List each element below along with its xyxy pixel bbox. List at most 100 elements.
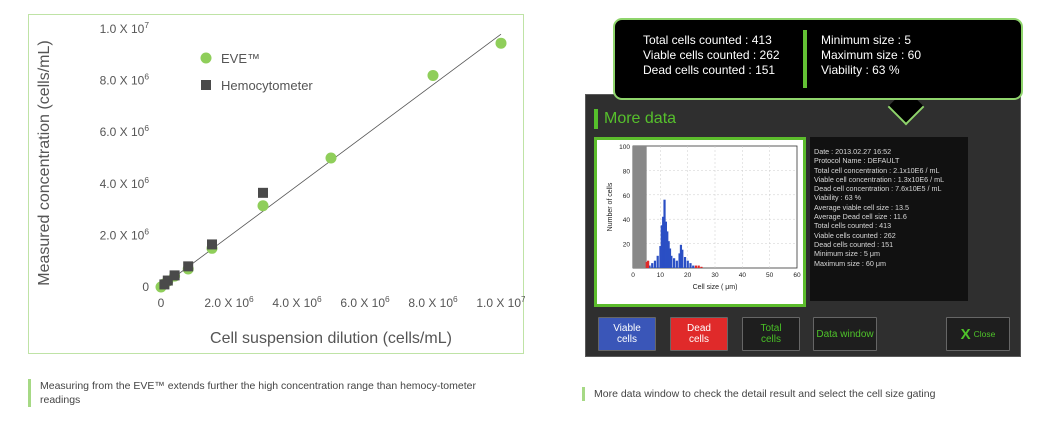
tooltip-counts: Total cells counted : 413 Viable cells c… <box>643 33 780 78</box>
hist-y-tick: 100 <box>619 144 630 151</box>
close-label: Close <box>973 328 996 339</box>
x-tick-label: 4.0 X 106 <box>272 294 322 310</box>
hist-x-title: Cell size ( μm) <box>693 284 738 291</box>
viable-bar <box>660 225 663 268</box>
viable-bar <box>692 265 695 268</box>
total-cells-label-1: Total <box>760 323 782 334</box>
x-axis-title: Cell suspension dilution (cells/mL) <box>210 330 452 347</box>
eve-point <box>427 69 439 81</box>
viable-bar <box>653 260 657 268</box>
hist-x-tick: 0 <box>631 272 635 279</box>
x-tick-label: 2.0 X 106 <box>204 294 254 310</box>
viable-bar <box>670 255 673 268</box>
gated-region <box>633 146 647 268</box>
info-line: Maximum size : 60 μm <box>814 258 887 268</box>
hist-y-tick: 20 <box>623 242 631 249</box>
y-tick-label: 1.0 X 107 <box>100 20 150 36</box>
result-details: Date : 2013.02.27 16:52 Protocol Name : D… <box>810 137 968 301</box>
hemocytometer-point <box>207 239 217 250</box>
legend-label: EVE™ <box>221 51 260 66</box>
hemocytometer-point <box>183 261 194 272</box>
viable-bar <box>656 255 659 268</box>
y-axis-title: Measured concentration (cells/mL) <box>36 40 53 285</box>
x-tick-label: 6.0 X 106 <box>340 294 390 310</box>
info-line: Total cell concentration : 2.1x10E6 / mL <box>814 165 940 175</box>
viable-bar <box>651 263 654 268</box>
viable-bar <box>673 258 676 268</box>
info-line: Viable cell concentration : 1.3x10E6 / m… <box>814 174 945 184</box>
hemocytometer-point <box>169 270 180 281</box>
tooltip-min-size: Minimum size : 5 <box>821 33 912 47</box>
dead-cells-label-1: Dead <box>687 323 711 334</box>
x-tick-label: 8.0 X 106 <box>408 294 458 310</box>
device-screen: More data 20 40 60 80 100 0 10 20 30 40 50 60 Cell s… <box>585 94 1021 357</box>
hemocytometer-point <box>258 187 268 198</box>
info-line: Protocol Name : DEFAULT <box>814 156 900 166</box>
info-line: Viable cells counted : 262 <box>814 230 896 240</box>
dead-bar <box>700 266 703 268</box>
tooltip-max-size: Maximum size : 60 <box>821 48 922 62</box>
viable-bar <box>678 253 681 268</box>
viable-bar <box>675 260 678 268</box>
dead-bar <box>647 260 650 268</box>
tooltip-sizes: Minimum size : 5 Maximum size : 60 Viabi… <box>821 33 921 78</box>
hist-y-tick: 80 <box>623 168 631 175</box>
legend-eve-marker <box>200 52 212 64</box>
info-line: Minimum size : 5 μm <box>814 249 881 259</box>
viable-cells-label-1: Viable <box>613 323 641 334</box>
legend-label: Hemocytometer <box>221 78 313 93</box>
hist-y-title: Number of cells <box>607 182 614 231</box>
hist-y-tick: 60 <box>623 193 631 200</box>
viable-cells-label-2: cells <box>616 334 637 345</box>
eve-point <box>325 152 337 164</box>
left-caption: Measuring from the EVE™ extends further … <box>28 379 498 407</box>
viable-bar <box>679 244 683 268</box>
y-tick-label: 8.0 X 106 <box>100 72 150 88</box>
info-line: Dead cell concentration : 7.6x10E5 / mL <box>814 184 942 194</box>
cell-size-histogram: 20 40 60 80 100 0 10 20 30 40 50 60 Cell size ( μm) N… <box>607 144 801 291</box>
histogram-panel: 20 40 60 80 100 0 10 20 30 40 50 60 Cell size ( μm) N… <box>594 137 806 307</box>
y-tick-label: 6.0 X 106 <box>100 123 150 139</box>
info-line: Date : 2013.02.27 16:52 <box>814 147 892 156</box>
viable-bar <box>686 260 689 268</box>
info-line: Total cells counted : 413 <box>814 221 892 231</box>
x-tick-label: 0 <box>158 296 165 310</box>
total-cells-button[interactable]: Total cells <box>742 317 800 351</box>
x-tick-label: 1.0 X 107 <box>476 294 525 310</box>
eve-point <box>257 200 269 212</box>
dead-cells-button[interactable]: Dead cells <box>670 317 728 351</box>
dead-bar <box>645 261 648 268</box>
y-tick-label: 4.0 X 106 <box>100 175 150 191</box>
info-line: Dead cells counted : 151 <box>814 239 894 249</box>
viable-bar <box>662 216 665 268</box>
hemocytometer-point <box>162 275 173 286</box>
hist-x-tick: 30 <box>711 272 719 279</box>
viable-bar <box>667 241 670 268</box>
info-line: Average viable cell size : 13.5 <box>814 202 909 212</box>
viable-bar <box>664 221 667 268</box>
viable-cells-button[interactable]: Viable cells <box>598 317 656 351</box>
hist-x-tick: 10 <box>657 272 665 279</box>
eve-point <box>495 37 507 49</box>
scatter-chart-panel: 0 2.0 X 106 4.0 X 106 6.0 X 106 8.0 X 106 1.0… <box>28 14 525 354</box>
close-button[interactable]: X Close <box>946 317 1010 351</box>
tooltip-total: Total cells counted : 413 <box>643 33 772 47</box>
hist-y-tick: 40 <box>623 217 631 224</box>
info-line: Viability : 63 % <box>814 193 862 203</box>
hist-x-tick: 60 <box>793 272 801 279</box>
right-caption: More data window to check the detail res… <box>582 387 1022 401</box>
tooltip-viable: Viable cells counted : 262 <box>643 48 780 62</box>
tooltip-dead: Dead cells counted : 151 <box>643 63 776 77</box>
dead-cells-label-2: cells <box>688 334 709 345</box>
viable-bar <box>668 248 672 268</box>
viable-bar <box>683 257 687 268</box>
hist-x-tick: 50 <box>766 272 774 279</box>
scatter-chart: 0 2.0 X 106 4.0 X 106 6.0 X 106 8.0 X 106 1.0… <box>36 20 525 347</box>
viable-bar <box>681 249 684 268</box>
hist-x-tick: 20 <box>684 272 692 279</box>
viable-bar <box>648 265 651 268</box>
data-window-button[interactable]: Data window <box>813 317 877 351</box>
dead-bar <box>694 265 698 268</box>
close-icon: X <box>960 325 971 343</box>
more-data-header: More data <box>594 109 676 129</box>
